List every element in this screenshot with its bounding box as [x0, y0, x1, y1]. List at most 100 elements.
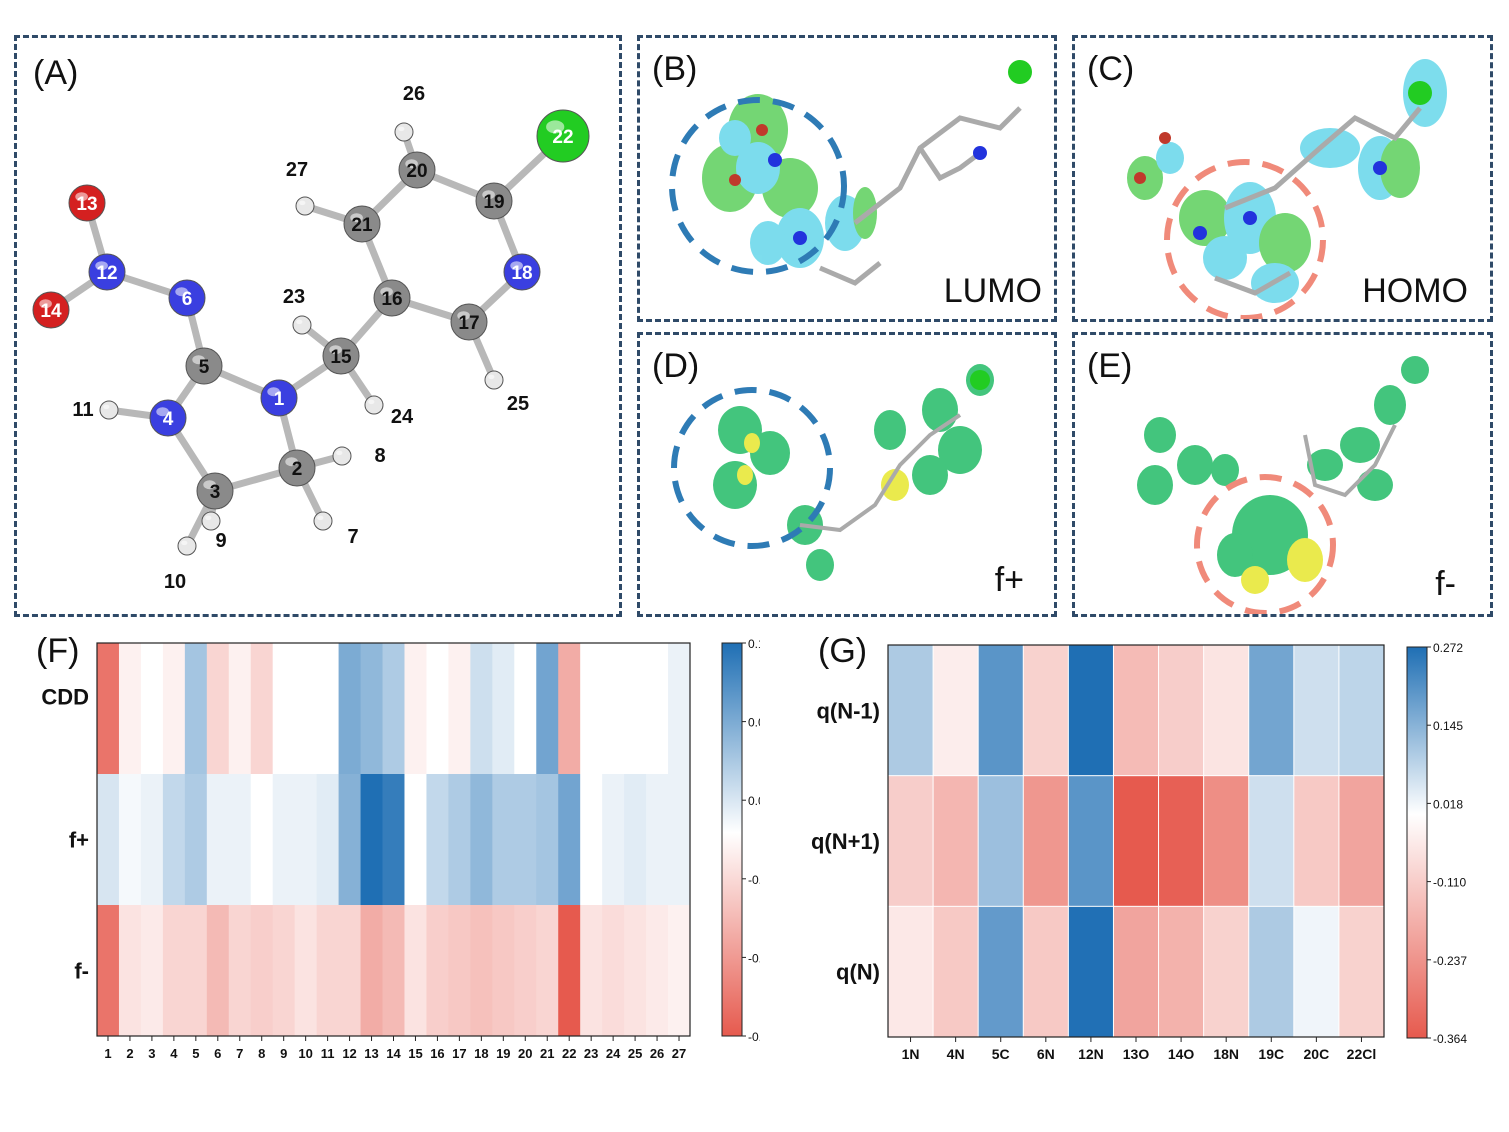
column-label: 1	[104, 1046, 111, 1061]
atom-label-9: 9	[215, 530, 226, 552]
panel-f-label: (F)	[36, 632, 80, 670]
colorbar-tick-label: -0.027	[748, 873, 760, 887]
heatmap-cell	[1067, 775, 1115, 908]
heatmap-cell	[250, 774, 274, 906]
heatmap-cell	[338, 905, 362, 1037]
heatmap-cell	[140, 905, 164, 1037]
heatmap-cell	[580, 774, 603, 906]
row-label: q(N-1)	[816, 698, 880, 723]
colorbar-tick-label: -0.237	[1433, 954, 1467, 968]
column-label: 23	[584, 1046, 598, 1061]
heatmap-cell	[514, 643, 537, 775]
column-label: 13	[364, 1046, 378, 1061]
column-label: 18	[474, 1046, 488, 1061]
heatmap-cell	[294, 905, 318, 1037]
heatmap-cell	[404, 774, 427, 906]
atom-27	[295, 196, 315, 216]
heatmap-cell	[1067, 905, 1115, 1039]
heatmap-cell	[1248, 644, 1295, 777]
atom-11	[99, 400, 119, 420]
heatmap-cell	[184, 643, 208, 775]
heatmap-cell	[97, 774, 120, 906]
column-label: 5C	[992, 1046, 1010, 1062]
column-label: 14	[386, 1046, 401, 1061]
fukui-plus-image	[671, 364, 994, 581]
column-label: 3	[148, 1046, 155, 1061]
column-label: 5	[192, 1046, 199, 1061]
heatmap-cell	[1112, 905, 1160, 1039]
heatmap-cell	[558, 643, 581, 775]
heatmap-cell	[228, 774, 252, 906]
heatmap-cell	[404, 905, 427, 1037]
panel-e-label: (E)	[1087, 347, 1133, 385]
panel-g-label: (G)	[818, 632, 868, 670]
colorbar-tick-label: -0.119	[748, 1030, 760, 1044]
heatmap-cell	[536, 774, 559, 906]
atom-26	[394, 122, 414, 142]
heatmap-cell	[977, 775, 1025, 908]
heatmap-cell	[1022, 905, 1070, 1039]
heatmap-cell	[1158, 905, 1205, 1039]
heatmap-cell	[1022, 644, 1070, 777]
heatmap-cell	[184, 774, 208, 906]
atom-label-24: 24	[391, 406, 414, 428]
heatmap-cell	[316, 905, 340, 1037]
heatmap-cell	[932, 775, 980, 908]
fplus-label: f+	[994, 561, 1024, 599]
column-label: 15	[408, 1046, 422, 1061]
heatmap-cell	[492, 905, 515, 1037]
atom-23	[292, 315, 312, 335]
colorbar-tick-label: -0.073	[748, 951, 760, 965]
heatmap-cell	[118, 643, 142, 775]
row-label: CDD	[41, 685, 89, 710]
heatmap-cell	[272, 905, 296, 1037]
heatmap-cell	[1203, 905, 1250, 1039]
heatmap-cell	[250, 643, 274, 775]
heatmap-cell	[646, 905, 669, 1037]
column-label: 22Cl	[1347, 1046, 1377, 1062]
heatmap-cell	[514, 905, 537, 1037]
atom-8	[332, 446, 352, 466]
heatmap-cell	[470, 905, 493, 1037]
panel-a-label: (A)	[33, 54, 79, 92]
lumo-label: LUMO	[943, 272, 1042, 310]
heatmap-cell	[1112, 775, 1160, 908]
heatmap-cell	[536, 905, 559, 1037]
heatmap-cell	[448, 905, 471, 1037]
atom-25	[484, 370, 504, 390]
heatmap-cell	[580, 643, 603, 775]
colorbar-tick-label: 0.145	[1433, 719, 1463, 733]
column-label: 7	[236, 1046, 243, 1061]
colorbar-tick-label: 0.272	[1433, 641, 1463, 655]
atom-label-25: 25	[507, 393, 529, 415]
heatmap-cell	[492, 774, 515, 906]
heatmap-cell	[1293, 644, 1340, 777]
fukui-minus-image	[1137, 356, 1429, 614]
colorbar	[721, 642, 743, 1037]
heatmap-cell	[1158, 775, 1205, 908]
atom-label-22: 22	[552, 127, 573, 148]
heatmap-cell	[1293, 775, 1340, 908]
heatmap-cell	[977, 644, 1025, 777]
heatmap-cell	[140, 774, 164, 906]
atom-label-16: 16	[381, 289, 402, 310]
heatmap-cell	[206, 774, 230, 906]
column-label: 12	[342, 1046, 356, 1061]
heatmap-cell	[1338, 644, 1386, 777]
heatmap-cell	[932, 905, 980, 1039]
atom-label-5: 5	[199, 357, 210, 378]
heatmap-cell	[360, 643, 384, 775]
heatmap-cell	[668, 905, 691, 1037]
panel-a: (A) 1 2 3 4 5 6 7 8 9 10 11 12 13 14 15 16 17 18 19 20 21 22 2…	[14, 35, 622, 617]
heatmap-cell	[602, 774, 625, 906]
atom-label-10: 10	[164, 571, 186, 593]
heatmap-cell	[382, 774, 405, 906]
heatmap-cell	[668, 643, 691, 775]
heatmap-cell	[624, 643, 647, 775]
heatmap-cell	[1338, 905, 1386, 1039]
atom-label-19: 19	[483, 192, 504, 213]
atom-label-14: 14	[40, 301, 62, 322]
atom-label-15: 15	[330, 347, 352, 368]
heatmap-cell	[602, 905, 625, 1037]
column-label: 19C	[1258, 1046, 1284, 1062]
